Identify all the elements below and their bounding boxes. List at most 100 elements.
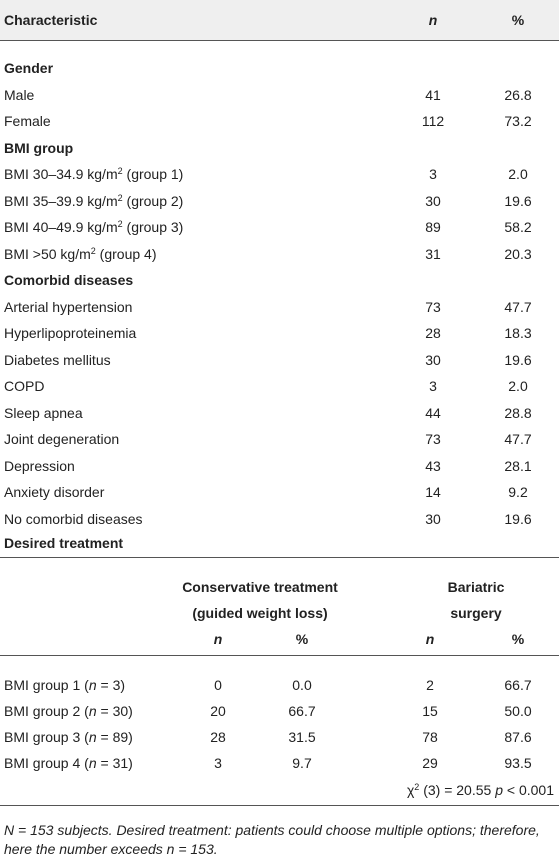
cell: 20 <box>210 703 226 719</box>
sub-header: n <box>213 631 223 647</box>
cell: 15 <box>422 703 438 719</box>
row-label: Male <box>4 86 34 104</box>
group-header: Conservative treatment <box>182 579 338 595</box>
row-label-part: BMI group 1 ( <box>4 677 89 693</box>
cell: 73 <box>425 431 441 447</box>
row-label: BMI 40–49.9 kg/m2 (group 3) <box>4 218 183 236</box>
cell: 18.3 <box>504 325 532 341</box>
cell: 9.7 <box>292 755 312 771</box>
group-header: Bariatric <box>447 579 505 595</box>
cell: 26.8 <box>504 86 532 103</box>
cell: 19.6 <box>504 192 532 209</box>
row-label: BMI group 3 (n = 89) <box>4 728 133 746</box>
footnote: here the number exceeds n = 153. <box>4 841 218 857</box>
cell: 66.7 <box>288 703 316 719</box>
row-label: BMI 35–39.9 kg/m2 (group 2) <box>4 192 183 210</box>
rule <box>0 557 559 558</box>
cell: 3 <box>429 166 437 182</box>
cell: 3 <box>214 755 222 771</box>
row-label-part: BMI 40–49.9 kg/m <box>4 219 118 235</box>
cell: 31 <box>425 245 441 262</box>
group-header: surgery <box>450 605 502 621</box>
rule <box>0 805 559 806</box>
row-label: BMI group 1 (n = 3) <box>4 676 125 694</box>
cell: 28 <box>210 729 226 745</box>
statistic-part: p <box>495 782 503 798</box>
cell: 30 <box>425 192 441 209</box>
row-label: Diabetes mellitus <box>4 351 111 369</box>
cell: 2 <box>426 677 434 693</box>
row-label-part: = 3) <box>96 677 126 693</box>
row-label: BMI group 2 (n = 30) <box>4 702 133 720</box>
cell: 31.5 <box>288 729 316 745</box>
cell: 2.0 <box>508 166 528 182</box>
sub-header: % <box>295 631 309 647</box>
row-label-part: = 30) <box>96 703 133 719</box>
row-label-part: (group 4) <box>95 245 157 262</box>
cell: 47.7 <box>504 431 532 447</box>
row-label: BMI 30–34.9 kg/m2 (group 1) <box>4 165 183 183</box>
cell: 58.2 <box>504 219 532 235</box>
cell: 89 <box>425 219 441 235</box>
cell: 93.5 <box>504 755 532 771</box>
row-label: Female <box>4 112 51 130</box>
section-title: BMI group <box>4 139 74 156</box>
cell: 112 <box>421 113 445 129</box>
row-label-part: Arterial hypertension <box>4 298 133 315</box>
section-title: Comorbid diseases <box>4 272 134 288</box>
rule <box>0 655 559 656</box>
cell: 87.6 <box>504 729 532 745</box>
row-label: Arterial hypertension <box>4 298 132 316</box>
row-label-part: 2 <box>117 166 123 176</box>
cell: 0 <box>214 677 222 693</box>
row-label: Anxiety disorder <box>4 483 104 501</box>
row-label-part: n <box>88 677 97 693</box>
statistic-part: < 0.001 <box>503 782 554 798</box>
group-header: (guided weight loss) <box>192 605 328 621</box>
cell: 30 <box>425 351 441 368</box>
row-label: Sleep apnea <box>4 404 83 422</box>
row-label: Depression <box>4 457 75 475</box>
section-title: Gender <box>4 60 54 76</box>
row-label-part: No comorbid diseases <box>4 510 143 527</box>
row-label-part: BMI 30–34.9 kg/m <box>4 166 118 182</box>
cell: 28.1 <box>504 457 532 474</box>
row-label: BMI >50 kg/m2 (group 4) <box>4 245 156 263</box>
row-label-part: BMI 35–39.9 kg/m <box>4 192 118 209</box>
statistic-part: χ <box>406 782 415 798</box>
row-label: BMI group 4 (n = 31) <box>4 754 133 772</box>
cell: 29 <box>422 755 438 771</box>
column-header: % <box>511 12 525 28</box>
cell: 43 <box>425 457 441 474</box>
statistic-part: 2 <box>414 782 420 792</box>
cell: 47.7 <box>504 298 532 315</box>
row-label-part: Diabetes mellitus <box>4 351 111 368</box>
sub-header: n <box>425 631 435 647</box>
row-label-part: Anxiety disorder <box>4 484 105 500</box>
row-label-part: BMI group 4 ( <box>4 755 89 771</box>
cell: 78 <box>422 729 438 745</box>
column-header: n <box>428 12 438 28</box>
row-label-part: 2 <box>117 192 123 203</box>
statistic-part: (3) = 20.55 <box>419 782 496 798</box>
row-label-part: Depression <box>4 457 75 474</box>
row-label-part: 2 <box>117 219 123 229</box>
cell: 14 <box>425 484 441 500</box>
cell: 0.0 <box>292 677 312 693</box>
cell: 41 <box>425 86 441 103</box>
header-band <box>0 0 559 40</box>
row-label-part: Female <box>4 113 51 129</box>
statistic: χ2 (3) = 20.55 p < 0.001 <box>407 781 554 799</box>
cell: 19.6 <box>504 351 532 368</box>
row-label-part: BMI group 2 ( <box>4 703 89 719</box>
cell: 19.6 <box>504 510 532 527</box>
row-label-part: Hyperlipoproteinemia <box>4 325 137 341</box>
cell: 2.0 <box>508 378 528 394</box>
row-label-part: (group 3) <box>122 219 184 235</box>
row-label-part: Joint degeneration <box>4 431 120 447</box>
cell: 50.0 <box>504 703 532 719</box>
sub-header: % <box>511 631 525 647</box>
row-label-part: (group 1) <box>122 166 184 182</box>
footnote: N = 153 subjects. Desired treatment: pat… <box>4 822 540 838</box>
